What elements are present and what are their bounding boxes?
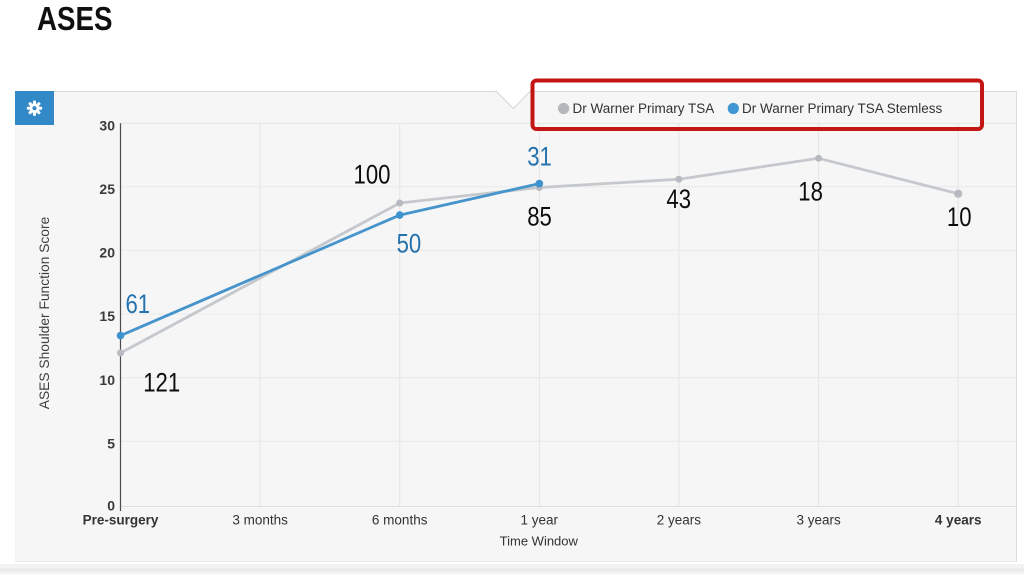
svg-text:Dr Warner Primary TSA Stemless: Dr Warner Primary TSA Stemless xyxy=(742,101,943,116)
svg-text:43: 43 xyxy=(666,185,691,215)
svg-text:50: 50 xyxy=(397,229,422,259)
svg-text:5: 5 xyxy=(107,435,115,451)
svg-text:85: 85 xyxy=(527,203,552,233)
svg-text:4 years: 4 years xyxy=(935,513,982,528)
svg-text:10: 10 xyxy=(947,203,972,233)
svg-text:Dr Warner Primary TSA: Dr Warner Primary TSA xyxy=(573,101,715,116)
svg-text:31: 31 xyxy=(527,143,552,173)
svg-text:18: 18 xyxy=(798,178,823,208)
svg-text:Pre-surgery: Pre-surgery xyxy=(83,513,159,528)
svg-text:3 years: 3 years xyxy=(796,513,841,528)
svg-text:ASES Shoulder Function Score: ASES Shoulder Function Score xyxy=(37,216,52,409)
svg-text:Time Window: Time Window xyxy=(500,534,579,549)
svg-text:10: 10 xyxy=(99,372,115,388)
svg-text:100: 100 xyxy=(354,160,391,190)
svg-text:15: 15 xyxy=(99,308,115,324)
svg-text:25: 25 xyxy=(99,181,115,197)
svg-text:30: 30 xyxy=(99,117,115,133)
svg-text:3 months: 3 months xyxy=(232,513,288,528)
svg-text:61: 61 xyxy=(125,290,150,320)
svg-text:2 years: 2 years xyxy=(657,513,702,528)
svg-text:6 months: 6 months xyxy=(372,513,428,528)
svg-text:0: 0 xyxy=(107,498,115,514)
svg-text:20: 20 xyxy=(99,245,115,261)
svg-text:1 year: 1 year xyxy=(521,513,559,528)
svg-text:121: 121 xyxy=(143,368,180,398)
